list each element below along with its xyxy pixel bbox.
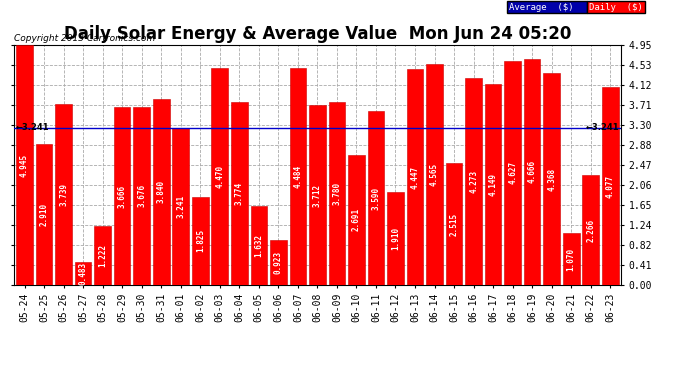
Text: 4.368: 4.368 [547,168,556,190]
Bar [172,128,189,285]
Text: 1.222: 1.222 [98,244,107,267]
Bar [17,45,33,285]
Text: 4.565: 4.565 [430,163,439,186]
Text: 0.483: 0.483 [79,262,88,285]
Text: 4.627: 4.627 [508,161,517,184]
Bar [309,105,326,285]
Bar [36,144,52,285]
Text: ←3.241: ←3.241 [585,123,619,132]
Text: 4.077: 4.077 [606,175,615,198]
Bar [406,69,424,285]
Text: 2.515: 2.515 [450,213,459,236]
Text: 3.739: 3.739 [59,183,68,206]
Title: Daily Solar Energy & Average Value  Mon Jun 24 05:20: Daily Solar Energy & Average Value Mon J… [63,26,571,44]
Text: 2.910: 2.910 [39,203,48,226]
Bar [192,196,208,285]
Text: Average  ($): Average ($) [509,3,573,12]
Bar [270,240,286,285]
Text: 3.780: 3.780 [333,182,342,205]
Text: 3.666: 3.666 [118,184,127,208]
Text: 4.149: 4.149 [489,173,497,196]
Text: 1.070: 1.070 [566,248,575,271]
Text: 4.273: 4.273 [469,170,478,193]
Text: Copyright 2013 Cartronics.com: Copyright 2013 Cartronics.com [14,34,155,43]
Text: 2.266: 2.266 [586,219,595,242]
Text: 4.945: 4.945 [20,153,29,177]
Text: 3.840: 3.840 [157,180,166,204]
Text: 4.447: 4.447 [411,166,420,189]
Bar [250,206,267,285]
Bar [524,59,540,285]
Bar [582,175,599,285]
Bar [446,163,462,285]
Bar [114,107,130,285]
Text: 3.774: 3.774 [235,182,244,205]
Text: 3.590: 3.590 [371,186,380,210]
Text: 2.691: 2.691 [352,208,361,231]
Bar [387,192,404,285]
Bar [133,107,150,285]
Bar [602,87,618,285]
Text: 3.712: 3.712 [313,183,322,207]
Text: 4.484: 4.484 [293,165,302,188]
Text: 0.923: 0.923 [274,251,283,274]
Bar [328,102,345,285]
Bar [504,61,521,285]
Text: 1.632: 1.632 [255,234,264,257]
Text: Daily  ($): Daily ($) [589,3,642,12]
Bar [211,68,228,285]
Bar [485,84,502,285]
Bar [55,104,72,285]
Bar [544,73,560,285]
Bar [75,262,91,285]
Bar [368,111,384,285]
Bar [465,78,482,285]
Text: ←3.241: ←3.241 [16,123,50,132]
Bar [348,154,365,285]
Text: 4.666: 4.666 [528,160,537,183]
Bar [153,99,170,285]
Text: 1.910: 1.910 [391,227,400,250]
Text: 4.470: 4.470 [215,165,224,188]
Text: 1.825: 1.825 [196,229,205,252]
Bar [563,233,580,285]
Bar [95,226,111,285]
Bar [290,68,306,285]
Bar [231,102,248,285]
Text: 3.676: 3.676 [137,184,146,207]
Text: 3.241: 3.241 [176,195,185,218]
Bar [426,64,443,285]
